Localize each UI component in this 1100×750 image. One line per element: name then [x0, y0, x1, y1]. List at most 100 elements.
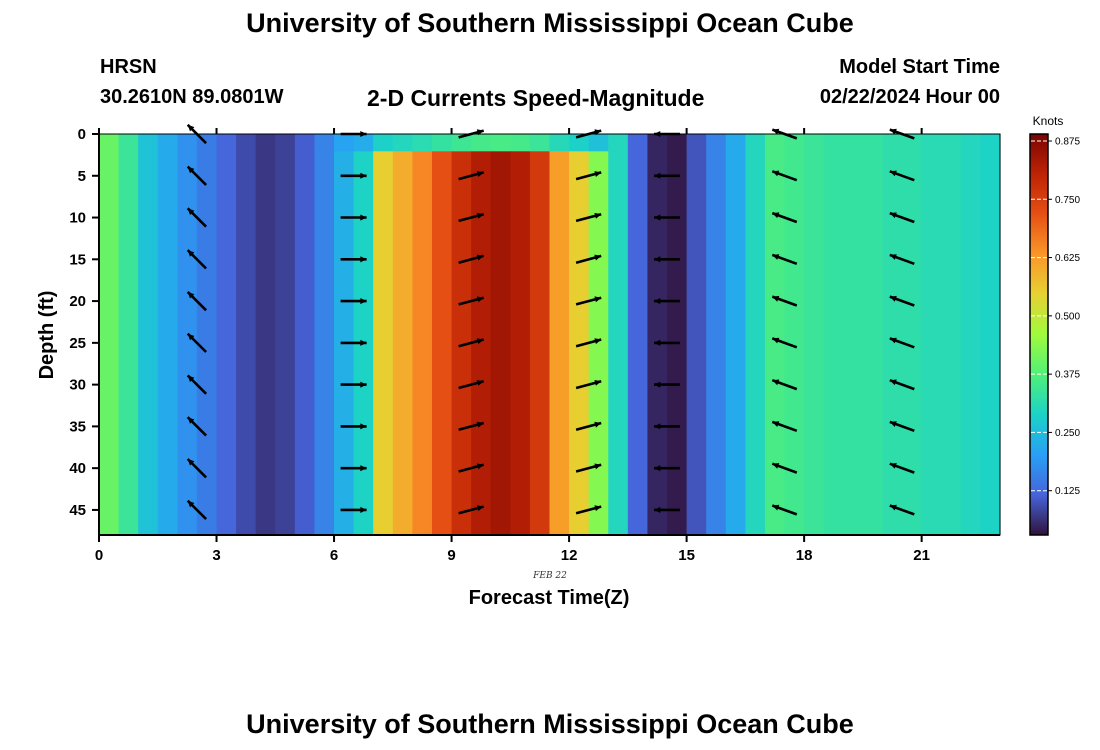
- current-vector: [889, 337, 915, 349]
- heatmap-cell: [960, 150, 982, 535]
- colorbar-gradient: [1029, 133, 1049, 536]
- current-vector: [186, 499, 208, 521]
- heatmap-cell: [471, 134, 492, 152]
- current-vector: [771, 337, 798, 349]
- station-id: HRSN: [100, 56, 157, 78]
- current-vectors: [186, 123, 915, 521]
- model-start-label: Model Start Time: [839, 56, 1000, 78]
- heatmap-cell: [902, 134, 923, 152]
- heatmap-cell: [471, 150, 492, 535]
- heatmap-cell: [804, 150, 825, 535]
- heatmap-cell: [823, 150, 844, 535]
- heatmap-cell: [216, 150, 237, 535]
- current-vector: [771, 420, 798, 433]
- heatmap-cell: [353, 134, 374, 152]
- heatmap-cell: [882, 150, 903, 535]
- current-vector: [186, 416, 208, 437]
- x-axis-label: Forecast Time(Z): [469, 587, 630, 609]
- heatmap-cell: [667, 134, 688, 152]
- current-vector: [654, 465, 680, 472]
- current-vector: [889, 378, 915, 391]
- current-vector: [654, 256, 680, 263]
- x-tick-label: 21: [913, 547, 930, 564]
- heatmap-cell: [823, 134, 844, 152]
- current-vector: [654, 423, 680, 430]
- heatmap-cell: [529, 150, 551, 535]
- y-tick-label: 40: [69, 460, 86, 477]
- heatmap-cell: [784, 150, 805, 535]
- heatmap-cell: [843, 150, 864, 535]
- y-tick-label: 15: [69, 251, 86, 268]
- colorbar-tick-label: 0.625: [1055, 253, 1080, 264]
- page-title-top: University of Southern Mississippi Ocean…: [246, 8, 854, 38]
- current-vector: [340, 339, 367, 346]
- heatmap-cell: [706, 134, 727, 152]
- current-vector: [186, 249, 208, 270]
- model-start-value: 02/22/2024 Hour 00: [819, 86, 1000, 108]
- current-vector: [771, 253, 798, 266]
- heatmap-cell: [138, 150, 159, 535]
- current-vector: [186, 207, 208, 228]
- y-tick-label: 35: [69, 418, 86, 435]
- heatmap-cell: [99, 150, 120, 535]
- heatmap-cell: [431, 134, 453, 152]
- heatmap-cell: [627, 150, 649, 535]
- heatmap-cell: [412, 134, 433, 152]
- heatmap-cell: [862, 150, 884, 535]
- current-vector: [654, 214, 680, 221]
- current-vector: [458, 380, 485, 390]
- current-vector: [889, 504, 915, 516]
- x-tick-label: 9: [447, 547, 455, 564]
- colorbar-tick-label: 0.375: [1055, 370, 1080, 381]
- heatmap-cell: [157, 150, 178, 535]
- y-tick-label: 30: [69, 377, 86, 394]
- colorbar-tick-label: 0.125: [1055, 486, 1080, 497]
- current-vector: [340, 506, 367, 513]
- heatmap-cell: [255, 150, 276, 535]
- current-vector: [340, 465, 367, 472]
- current-vector: [340, 298, 367, 305]
- current-vector: [186, 165, 208, 186]
- heatmap-cell: [451, 134, 472, 152]
- current-vector: [575, 380, 602, 390]
- heatmap-cell: [941, 150, 962, 535]
- current-vector: [654, 298, 680, 305]
- current-vector: [575, 505, 602, 515]
- current-vector: [458, 171, 485, 181]
- current-vector: [458, 421, 485, 432]
- heatmap-cell: [255, 134, 276, 152]
- heatmap-cell: [686, 134, 707, 152]
- heatmap-cell: [627, 134, 649, 152]
- heatmap-cell: [138, 134, 159, 152]
- heatmap-cell: [725, 150, 746, 535]
- heatmap-cell: [510, 150, 531, 535]
- current-vector: [575, 338, 602, 348]
- heatmap-cell: [216, 134, 237, 152]
- heatmap-cell: [236, 134, 257, 152]
- colorbar-label: Knots: [1033, 114, 1064, 128]
- heatmap-cell: [118, 150, 139, 535]
- heatmap-cell: [490, 134, 511, 152]
- colorbar-tick-label: 0.750: [1055, 195, 1080, 206]
- y-tick-label: 45: [69, 502, 86, 519]
- current-vector: [186, 332, 208, 353]
- heatmap-cell: [510, 134, 531, 152]
- heatmap-cell: [334, 134, 355, 152]
- y-tick-label: 20: [69, 293, 86, 310]
- heatmap-cell: [490, 150, 511, 535]
- current-vector: [889, 253, 915, 266]
- heatmap-cell: [549, 134, 570, 152]
- current-vector: [340, 214, 367, 221]
- current-vector: [458, 338, 485, 348]
- current-vector: [340, 423, 367, 430]
- y-tick-label: 5: [78, 168, 86, 185]
- current-vector: [771, 211, 798, 224]
- heatmap-cell: [784, 134, 805, 152]
- heatmap-cell: [236, 150, 257, 535]
- heatmap-cell: [941, 134, 962, 152]
- x-tick-label: 18: [796, 547, 813, 564]
- current-vector: [186, 458, 208, 479]
- heatmap-cell: [412, 150, 433, 535]
- current-vector: [889, 420, 915, 433]
